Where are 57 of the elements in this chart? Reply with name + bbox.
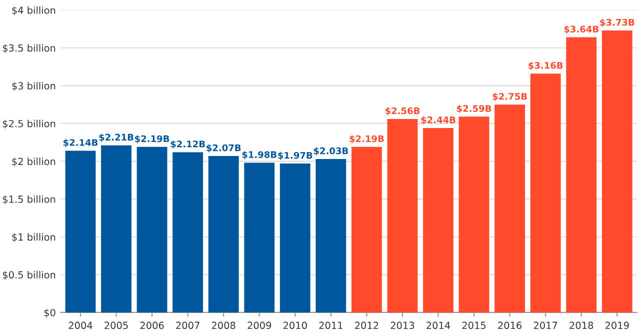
data-label: $1.97B bbox=[278, 152, 312, 160]
bar bbox=[423, 128, 454, 312]
x-tick-label: 2011 bbox=[319, 322, 342, 330]
x-tick-label: 2014 bbox=[426, 322, 450, 330]
data-label: $2.21B bbox=[99, 134, 134, 142]
bar bbox=[172, 152, 204, 312]
data-label: $1.98B bbox=[242, 151, 276, 160]
bar bbox=[136, 146, 168, 312]
data-label: $2.44B bbox=[421, 116, 456, 124]
data-label: $3.73B bbox=[600, 18, 634, 27]
data-label: $3.16B bbox=[528, 62, 563, 70]
bar bbox=[280, 164, 310, 312]
data-label: $2.12B bbox=[170, 140, 205, 149]
bar bbox=[101, 145, 132, 312]
data-label: $3.64B bbox=[564, 26, 598, 34]
bar bbox=[494, 104, 525, 312]
bar bbox=[566, 37, 597, 312]
bar bbox=[458, 116, 490, 312]
data-label: $2.75B bbox=[492, 92, 527, 102]
data-label: $2.03B bbox=[314, 147, 348, 156]
bar bbox=[316, 159, 346, 312]
x-tick-label: 2009 bbox=[248, 322, 272, 330]
x-tick-label: 2018 bbox=[570, 322, 594, 330]
data-label: $2.59B bbox=[457, 104, 492, 114]
x-tick-label: 2010 bbox=[283, 322, 307, 330]
bar bbox=[387, 118, 418, 312]
y-tick-label: $0 bbox=[44, 308, 56, 318]
x-tick-label: 2017 bbox=[534, 322, 558, 330]
bar bbox=[244, 162, 275, 312]
data-label: $2.19B bbox=[135, 135, 170, 144]
y-tick-label: $1 billion bbox=[12, 233, 56, 242]
x-tick-label: 2015 bbox=[462, 322, 486, 330]
bar bbox=[208, 156, 239, 312]
x-tick-label: 2013 bbox=[390, 322, 414, 330]
y-tick-label: $1.5 billion bbox=[2, 195, 56, 204]
bar bbox=[351, 146, 382, 312]
y-tick-label: $3.5 billion bbox=[2, 44, 56, 54]
y-tick-label: $2 billion bbox=[12, 158, 56, 166]
x-tick-label: 2006 bbox=[140, 322, 164, 330]
y-tick-label: $0.5 billion bbox=[2, 270, 56, 280]
bar bbox=[65, 150, 96, 312]
x-tick-label: 2004 bbox=[68, 322, 92, 330]
x-tick-label: 2005 bbox=[104, 322, 128, 330]
data-label: $2.56B bbox=[385, 107, 420, 116]
x-tick-label: 2012 bbox=[355, 322, 378, 330]
y-tick-label: $2.5 billion bbox=[2, 120, 56, 129]
x-tick-label: 2019 bbox=[605, 322, 629, 330]
bar bbox=[530, 74, 561, 312]
x-tick-label: 2016 bbox=[498, 322, 522, 330]
y-tick-label: $4 billion bbox=[12, 6, 56, 16]
bar bbox=[602, 30, 632, 312]
data-label: $2.19B bbox=[350, 135, 384, 144]
data-label: $2.07B bbox=[206, 144, 241, 152]
x-tick-label: 2008 bbox=[212, 322, 236, 330]
x-tick-label: 2007 bbox=[176, 322, 200, 330]
y-tick-label: $3 billion bbox=[12, 82, 56, 91]
data-label: $2.14B bbox=[63, 138, 98, 148]
